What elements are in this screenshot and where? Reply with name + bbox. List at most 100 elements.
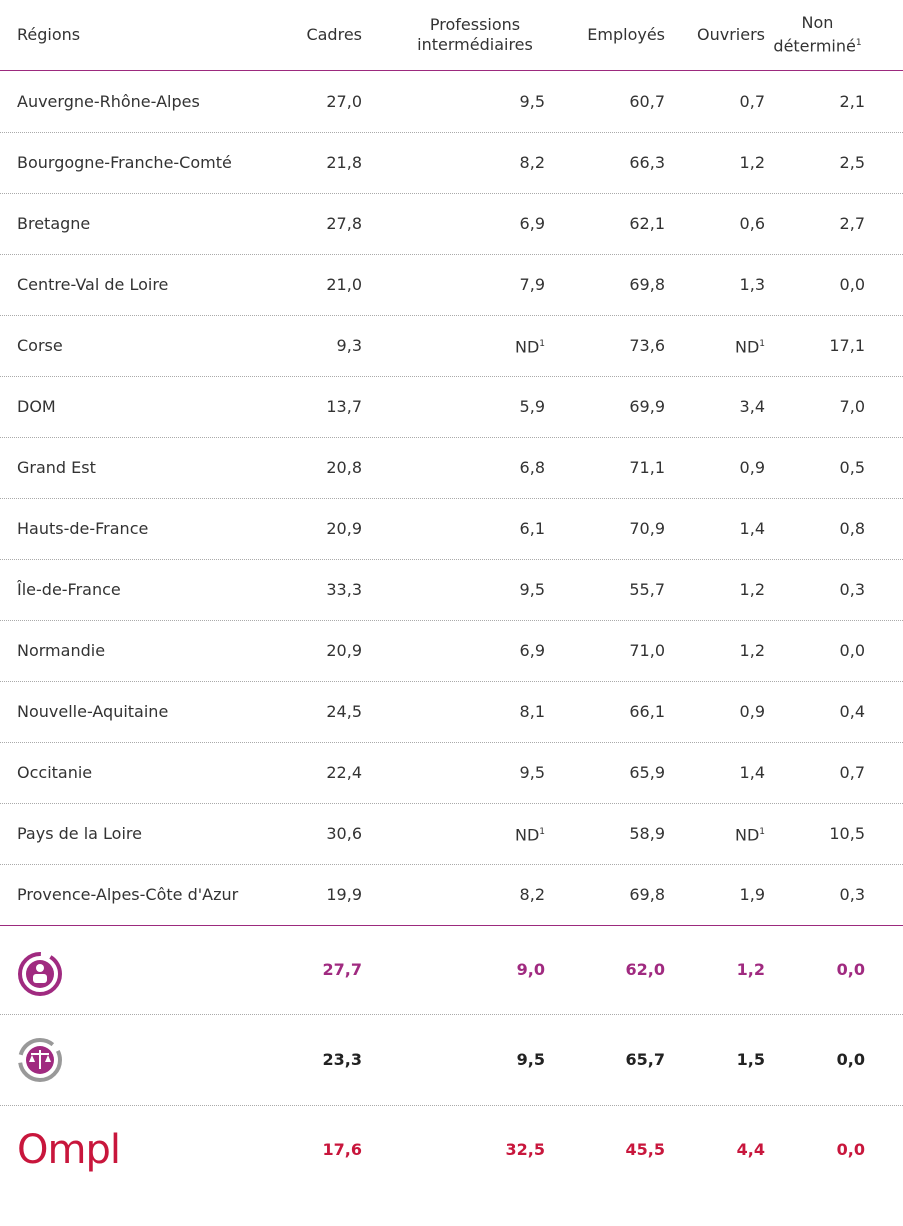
row-separator: [0, 437, 903, 438]
table-cell: 9,5: [519, 579, 545, 599]
row-separator: [0, 559, 903, 560]
table-cell: 1,3: [739, 274, 765, 294]
row-separator: [0, 620, 903, 621]
table-cell: 9,5: [519, 91, 545, 111]
summary-rule: [0, 925, 903, 926]
table-cell: 6,8: [519, 457, 545, 477]
row-separator: [0, 315, 903, 316]
table-cell: 0,7: [739, 91, 765, 111]
table-cell: ND1: [405, 315, 545, 376]
table-cell: 4,4: [736, 1140, 765, 1159]
table-cell: 10,5: [829, 823, 865, 843]
table-cell: 7,0: [839, 396, 865, 416]
table-cell: 17,6: [322, 1140, 362, 1159]
table-cell: 1,9: [739, 884, 765, 904]
table-cell: 33,3: [326, 579, 362, 599]
table-cell: 9,5: [516, 1049, 545, 1069]
table-cell: 70,9: [629, 518, 665, 538]
table-cell: 0,6: [739, 213, 765, 233]
row-separator: [0, 681, 903, 682]
table-cell: 8,2: [519, 884, 545, 904]
table-cell: 3,4: [739, 396, 765, 416]
row-separator: [0, 193, 903, 194]
table-cell: 1,2: [739, 579, 765, 599]
table-cell: 17,1: [829, 335, 865, 355]
cell-text: Non déterminé: [773, 13, 856, 56]
header-cell: Régions: [17, 25, 81, 44]
table-cell: 1,2: [739, 152, 765, 172]
header-cell: Non déterminé1: [770, 0, 865, 70]
table-cell: 71,0: [629, 640, 665, 660]
table-cell: Corse: [17, 335, 63, 355]
table-cell: 62,0: [625, 959, 665, 979]
icon-scales: [18, 1038, 62, 1082]
table-cell: 22,4: [326, 762, 362, 782]
table-cell: 0,3: [839, 884, 865, 904]
table-cell: 7,9: [519, 274, 545, 294]
table-cell: 71,1: [629, 457, 665, 477]
footnote-mark: 1: [539, 338, 545, 349]
row-separator: [0, 254, 903, 255]
cell-text: ND: [514, 337, 540, 357]
table-cell: Centre-Val de Loire: [17, 274, 169, 294]
table-cell: 1,2: [739, 640, 765, 660]
table-cell: 1,5: [736, 1049, 765, 1069]
table-cell: 1,2: [736, 959, 765, 979]
table-cell: 21,8: [326, 152, 362, 172]
table-cell: Bretagne: [17, 213, 91, 233]
table-cell: 0,5: [839, 457, 865, 477]
table-cell: Auvergne-Rhône-Alpes: [17, 91, 200, 111]
table-cell: ND1: [665, 803, 765, 864]
table-cell: 9,0: [516, 959, 545, 979]
table-cell: 20,8: [326, 457, 362, 477]
table-cell: 32,5: [505, 1140, 545, 1159]
row-separator: [0, 803, 903, 804]
table-cell: ND1: [665, 315, 765, 376]
table-cell: 21,0: [326, 274, 362, 294]
row-separator: [0, 498, 903, 499]
table-cell: 45,5: [625, 1140, 665, 1159]
cell-text: ND: [734, 825, 760, 845]
table-cell: 69,8: [629, 884, 665, 904]
table-cell: 73,6: [629, 335, 665, 355]
row-separator: [0, 1014, 903, 1015]
table-cell: 0,0: [839, 274, 865, 294]
row-separator: [0, 742, 903, 743]
table-cell: 66,1: [629, 701, 665, 721]
table-cell: Nouvelle-Aquitaine: [17, 701, 169, 721]
table-cell: 6,9: [519, 640, 545, 660]
header-cell: Ouvriers: [697, 25, 765, 44]
table-cell: 55,7: [629, 579, 665, 599]
table-cell: 20,9: [326, 640, 362, 660]
table-cell: 27,0: [326, 91, 362, 111]
header-rule: [0, 70, 903, 71]
table-cell: DOM: [17, 396, 56, 416]
table-cell: 23,3: [322, 1049, 362, 1069]
table-cell: 8,1: [519, 701, 545, 721]
table-cell: 0,7: [839, 762, 865, 782]
table-cell: 69,8: [629, 274, 665, 294]
footnote-mark: 1: [855, 38, 862, 49]
table-cell: Provence-Alpes-Côte d'Azur: [17, 884, 239, 904]
table-cell: 27,8: [326, 213, 362, 233]
logo-text: Ompl: [17, 1127, 121, 1173]
table-cell: 60,7: [629, 91, 665, 111]
table-cell: 65,7: [625, 1049, 665, 1069]
footnote-mark: 1: [539, 826, 545, 837]
cell-text: ND: [514, 825, 540, 845]
table-cell: 62,1: [629, 213, 665, 233]
header-cell: Cadres: [306, 25, 362, 44]
table-cell: 69,9: [629, 396, 665, 416]
table-cell: 0,0: [836, 959, 865, 979]
row-separator: [0, 132, 903, 133]
header-cell: Professions intermédiaires: [417, 15, 533, 54]
table-cell: 0,9: [739, 457, 765, 477]
table-cell: 13,7: [326, 396, 362, 416]
table-cell: Normandie: [17, 640, 106, 660]
table-cell: 2,5: [839, 152, 865, 172]
row-separator: [0, 376, 903, 377]
table-cell: 66,3: [629, 152, 665, 172]
table-cell: Pays de la Loire: [17, 823, 142, 843]
table-cell: 2,7: [839, 213, 865, 233]
table-cell: 0,0: [836, 1049, 865, 1069]
